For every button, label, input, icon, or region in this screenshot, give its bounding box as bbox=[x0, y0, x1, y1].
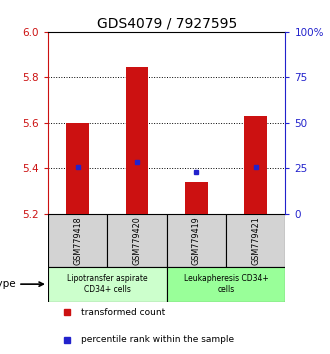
Text: cell type: cell type bbox=[0, 279, 43, 289]
Bar bbox=[107, 214, 167, 267]
Title: GDS4079 / 7927595: GDS4079 / 7927595 bbox=[96, 17, 237, 31]
Bar bbox=[226, 214, 285, 267]
Bar bbox=[167, 214, 226, 267]
Text: GSM779421: GSM779421 bbox=[251, 216, 260, 265]
Bar bbox=[245, 116, 267, 214]
Text: Lipotransfer aspirate
CD34+ cells: Lipotransfer aspirate CD34+ cells bbox=[67, 274, 148, 294]
Bar bbox=[48, 267, 167, 302]
Bar bbox=[167, 267, 285, 302]
Text: transformed count: transformed count bbox=[81, 308, 165, 317]
Bar bbox=[66, 123, 89, 214]
Text: Leukapheresis CD34+
cells: Leukapheresis CD34+ cells bbox=[184, 274, 268, 294]
Text: GSM779419: GSM779419 bbox=[192, 216, 201, 265]
Text: GSM779420: GSM779420 bbox=[132, 216, 142, 265]
Bar bbox=[126, 67, 148, 214]
Text: percentile rank within the sample: percentile rank within the sample bbox=[81, 335, 234, 344]
Bar bbox=[48, 214, 107, 267]
Bar bbox=[185, 182, 208, 214]
Text: GSM779418: GSM779418 bbox=[73, 216, 82, 264]
